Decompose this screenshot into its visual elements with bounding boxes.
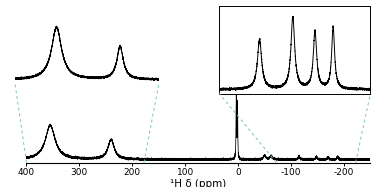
X-axis label: ¹H δ (ppm): ¹H δ (ppm): [170, 179, 226, 187]
